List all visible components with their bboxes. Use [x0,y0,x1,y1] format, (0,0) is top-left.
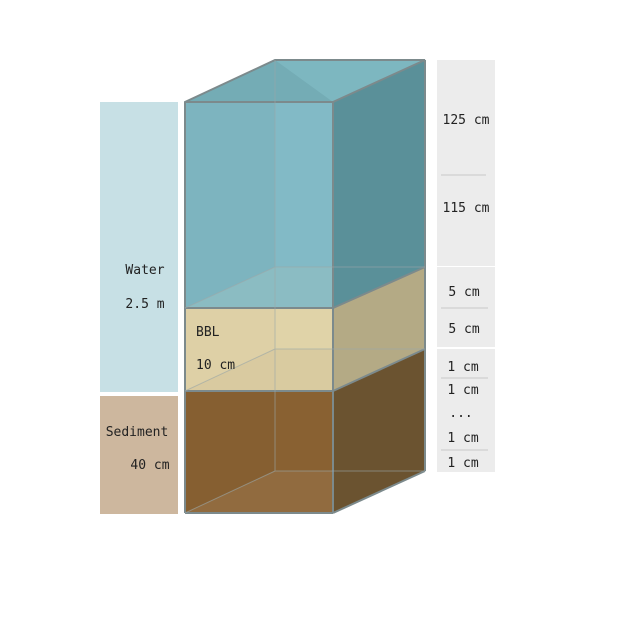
sediment-layer-side [333,349,425,513]
scale-cell-label: 115 cm [443,201,490,216]
sediment-label: Sediment [106,425,169,440]
scale-panel-sediment [437,349,495,472]
sediment-layer-front [185,391,333,513]
scale-panel-bbl [437,267,495,347]
box-edges [184,59,426,514]
scale-cell-label: 1 cm [447,431,478,446]
scale-cell-label: 1 cm [447,383,478,398]
scale-cell-label: 5 cm [448,322,479,337]
box-hidden-edges [184,60,425,514]
bbl-depth-label: 10 cm [196,358,235,373]
water-layer-front [185,102,333,308]
water-top-back-rim [275,60,425,102]
water-layer-top [185,60,425,102]
scale-cell-label: 125 cm [443,113,490,128]
water-label-panel [100,102,178,392]
water-depth-label: 2.5 m [125,297,164,312]
bbl-label: BBL [196,325,220,340]
sediment-depth-label: 40 cm [130,458,169,473]
scale-cell-label: 5 cm [448,285,479,300]
water-layer-side [333,60,425,308]
scale-cell-ellipsis: ... [449,406,472,421]
sediment-label-panel [100,396,178,514]
scale-cell-label: 1 cm [447,360,478,375]
water-label: Water [125,263,164,278]
scale-cell-label: 1 cm [447,456,478,471]
scale-panel-water [437,60,495,266]
